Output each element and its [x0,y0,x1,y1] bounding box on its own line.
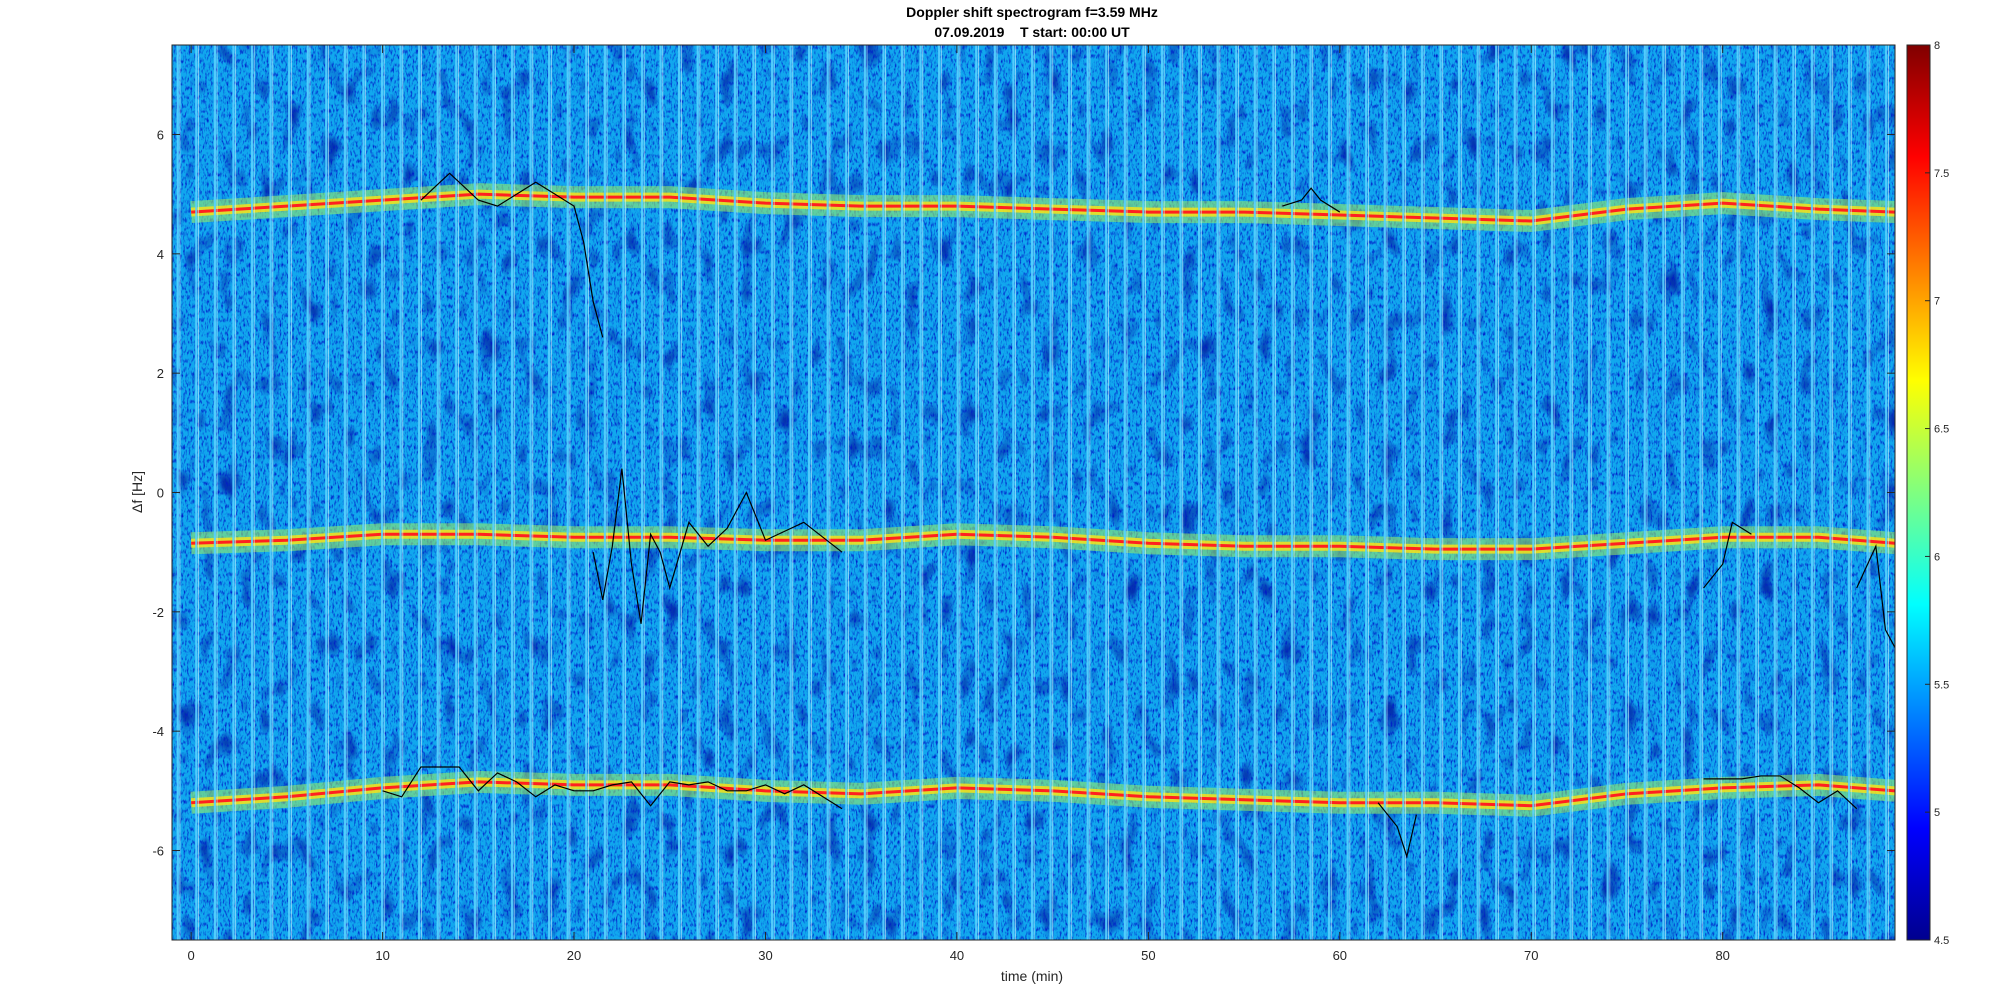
x-axis-ticks: 0 10 20 30 40 50 60 70 80 [188,45,1730,963]
x-tick-label: 20 [567,948,581,963]
colorbar-tick-label: 6 [1934,551,1940,563]
doppler-trace [1377,802,1417,859]
x-tick-label: 0 [188,948,195,963]
colorbar-tick-label: 8 [1934,40,1940,52]
y-tick-label: -6 [152,844,164,859]
colorbar-tick-label: 7 [1934,296,1940,308]
doppler-trace [382,766,843,810]
y-tick-label: 0 [157,486,164,501]
doppler-trace [420,172,604,338]
x-tick-label: 50 [1141,948,1155,963]
chart-title: Doppler shift spectrogram f=3.59 MHz [906,4,1158,20]
doppler-trace [1282,187,1341,213]
y-tick-label: -2 [152,605,164,620]
doppler-trace [1856,543,1895,648]
colorbar-ticks: 4.5 5 5.5 6 6.5 7 7.5 8 [1925,40,1949,947]
chart-subtitle: 07.09.2019 T start: 00:00 UT [934,24,1130,40]
spectrogram-plot-area [171,44,1896,941]
colorbar-tick-label: 7.5 [1934,168,1949,180]
x-tick-label: 40 [950,948,964,963]
doppler-trace [1703,775,1858,810]
y-tick-label: 2 [157,366,164,381]
y-tick-label: 4 [157,247,164,262]
doppler-trace [1703,521,1752,589]
doppler-traces [382,172,1895,859]
y-tick-label: 6 [157,128,164,143]
colorbar-gradient [1906,44,1931,941]
colorbar-tick-label: 5 [1934,807,1940,819]
vertical-gap-stripes [176,45,1889,940]
y-axis-ticks: -6 -4 -2 0 2 4 6 [152,128,1895,859]
colorbar-tick-label: 4.5 [1934,935,1949,947]
y-tick-label: -4 [152,724,164,739]
spectrogram-speckle [172,45,1895,940]
x-tick-label: 60 [1333,948,1347,963]
colorbar-tick-label: 5.5 [1934,679,1949,691]
x-tick-label: 30 [758,948,772,963]
x-tick-label: 10 [375,948,389,963]
colorbar: 4.5 5 5.5 6 6.5 7 7.5 8 [1906,40,1949,947]
doppler-trace [592,468,843,624]
colorbar-tick-label: 6.5 [1934,424,1949,436]
x-axis-label: time (min) [1001,968,1063,984]
x-tick-label: 80 [1715,948,1729,963]
y-axis-label: Δf [Hz] [129,471,145,513]
x-tick-label: 70 [1524,948,1538,963]
